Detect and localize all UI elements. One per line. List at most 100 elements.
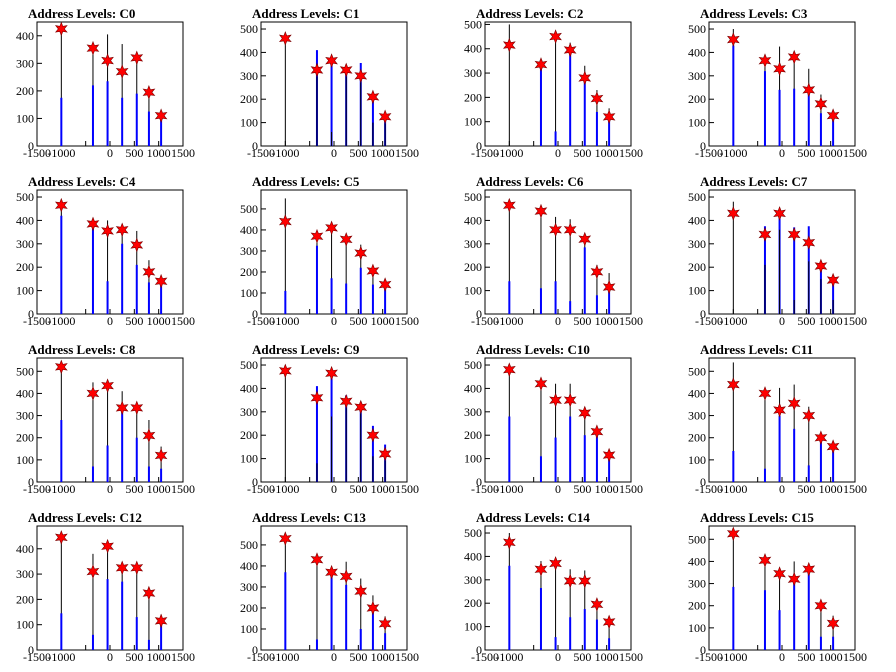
y-tick-label: 300 xyxy=(240,580,258,594)
peak-star-marker xyxy=(773,402,786,418)
y-tick-label: 300 xyxy=(240,405,258,419)
panel-title: Address Levels: C8 xyxy=(28,342,136,357)
x-tick-label: 1500 xyxy=(171,650,195,664)
x-tick-label: -1500 xyxy=(23,314,51,328)
x-tick-label: 500 xyxy=(797,650,815,664)
x-tick-label: -1000 xyxy=(495,482,523,496)
peak-star-marker xyxy=(130,237,144,253)
y-tick-label: 200 xyxy=(16,84,34,98)
peak-star-marker xyxy=(278,31,292,46)
peak-star-marker xyxy=(154,108,168,124)
peak-star-marker xyxy=(339,393,353,409)
chart-panel-0: Address Levels: C0 0 100 200 300 400 -1500-100… xyxy=(16,6,195,160)
chart-panel-11: Address Levels: C11 0 100 200 300 400 500 -1500… xyxy=(688,342,867,496)
y-tick-label: 500 xyxy=(688,22,706,36)
y-tick-label: 0 xyxy=(28,139,34,153)
panel-title: Address Levels: C15 xyxy=(700,510,814,525)
x-tick-label: 1000 xyxy=(595,146,619,160)
x-tick-label: 1000 xyxy=(147,146,171,160)
x-tick-label: 1000 xyxy=(371,146,395,160)
y-tick-label: 400 xyxy=(688,386,706,400)
x-tick-label: 1000 xyxy=(371,314,395,328)
x-tick-label: 1500 xyxy=(171,314,195,328)
y-tick-label: 400 xyxy=(464,213,482,227)
y-tick-label: 200 xyxy=(464,428,482,442)
y-tick-label: 200 xyxy=(240,92,258,106)
peak-star-marker xyxy=(354,245,368,261)
peak-star-marker xyxy=(502,535,516,550)
peak-star-marker xyxy=(154,273,168,289)
x-tick-label: 500 xyxy=(125,146,143,160)
peak-star-marker xyxy=(154,448,168,463)
x-tick-label: 1000 xyxy=(371,650,395,664)
peak-star-marker xyxy=(130,560,144,576)
panel-title: Address Levels: C2 xyxy=(476,6,583,21)
x-tick-label: -1000 xyxy=(47,482,75,496)
y-tick-label: 500 xyxy=(240,202,258,216)
x-tick-label: -1000 xyxy=(47,314,75,328)
peak-star-marker xyxy=(590,264,604,280)
y-tick-label: 300 xyxy=(16,237,34,251)
x-tick-label: 500 xyxy=(573,314,591,328)
peak-star-marker xyxy=(142,428,156,443)
x-tick-label: 0 xyxy=(779,314,785,328)
panel-title: Address Levels: C3 xyxy=(700,6,808,21)
panel-title: Address Levels: C1 xyxy=(252,6,359,21)
y-tick-label: 200 xyxy=(16,431,34,445)
peak-star-marker xyxy=(814,258,828,274)
peak-star-marker xyxy=(366,427,380,443)
peak-star-marker xyxy=(578,231,592,247)
peak-star-marker xyxy=(310,228,324,244)
y-tick-label: 0 xyxy=(700,643,706,657)
chart-panel-1: Address Levels: C1 0 100 200 300 400 500 -1500-… xyxy=(240,6,419,160)
x-tick-label: -1500 xyxy=(247,482,275,496)
x-tick-label: 1500 xyxy=(843,482,867,496)
panel-title: Address Levels: C10 xyxy=(476,342,590,357)
peak-star-marker xyxy=(130,400,144,416)
peak-star-marker xyxy=(366,89,380,105)
peak-star-marker xyxy=(726,206,740,221)
peak-star-marker xyxy=(590,597,604,612)
peak-star-marker xyxy=(366,263,380,279)
y-tick-label: 500 xyxy=(16,190,34,204)
peak-star-marker xyxy=(773,61,786,77)
peak-star-marker xyxy=(826,439,840,454)
peak-star-marker xyxy=(502,197,516,213)
x-tick-label: 1000 xyxy=(819,146,843,160)
y-tick-label: 300 xyxy=(464,66,482,80)
x-tick-label: 0 xyxy=(107,650,113,664)
peak-star-marker xyxy=(86,216,100,232)
y-tick-label: 200 xyxy=(464,260,482,274)
x-tick-label: 1500 xyxy=(171,146,195,160)
peak-star-marker xyxy=(354,399,368,415)
x-tick-label: -1500 xyxy=(695,314,723,328)
x-tick-label: 0 xyxy=(331,314,337,328)
peak-star-marker xyxy=(325,220,338,236)
x-tick-label: 500 xyxy=(125,650,143,664)
y-tick-label: 300 xyxy=(16,567,34,581)
peak-star-marker xyxy=(101,53,114,68)
x-tick-label: 0 xyxy=(555,482,561,496)
peak-star-marker xyxy=(534,57,548,72)
peak-star-marker xyxy=(563,392,577,408)
y-tick-label: 100 xyxy=(464,284,482,298)
x-tick-label: 1000 xyxy=(371,482,395,496)
y-tick-label: 300 xyxy=(16,409,34,423)
x-tick-label: -1000 xyxy=(271,650,299,664)
y-tick-label: 0 xyxy=(28,475,34,489)
peak-star-marker xyxy=(802,235,816,250)
y-tick-label: 0 xyxy=(252,643,258,657)
peak-star-marker xyxy=(339,569,353,584)
panel-title: Address Levels: C13 xyxy=(252,510,366,525)
chart-panel-3: Address Levels: C3 0 100 200 300 400 500 -1500-… xyxy=(688,6,867,160)
peak-star-marker xyxy=(758,386,772,401)
y-tick-label: 400 xyxy=(240,381,258,395)
chart-panel-14: Address Levels: C14 0 100 200 300 400 500 -1500… xyxy=(464,510,643,664)
peak-star-marker xyxy=(802,561,816,577)
peak-star-marker xyxy=(378,616,392,632)
peak-star-marker xyxy=(578,70,592,86)
peak-star-marker xyxy=(549,556,562,571)
x-tick-label: 0 xyxy=(107,146,113,160)
x-tick-label: 500 xyxy=(125,314,143,328)
peak-star-marker xyxy=(115,64,129,79)
